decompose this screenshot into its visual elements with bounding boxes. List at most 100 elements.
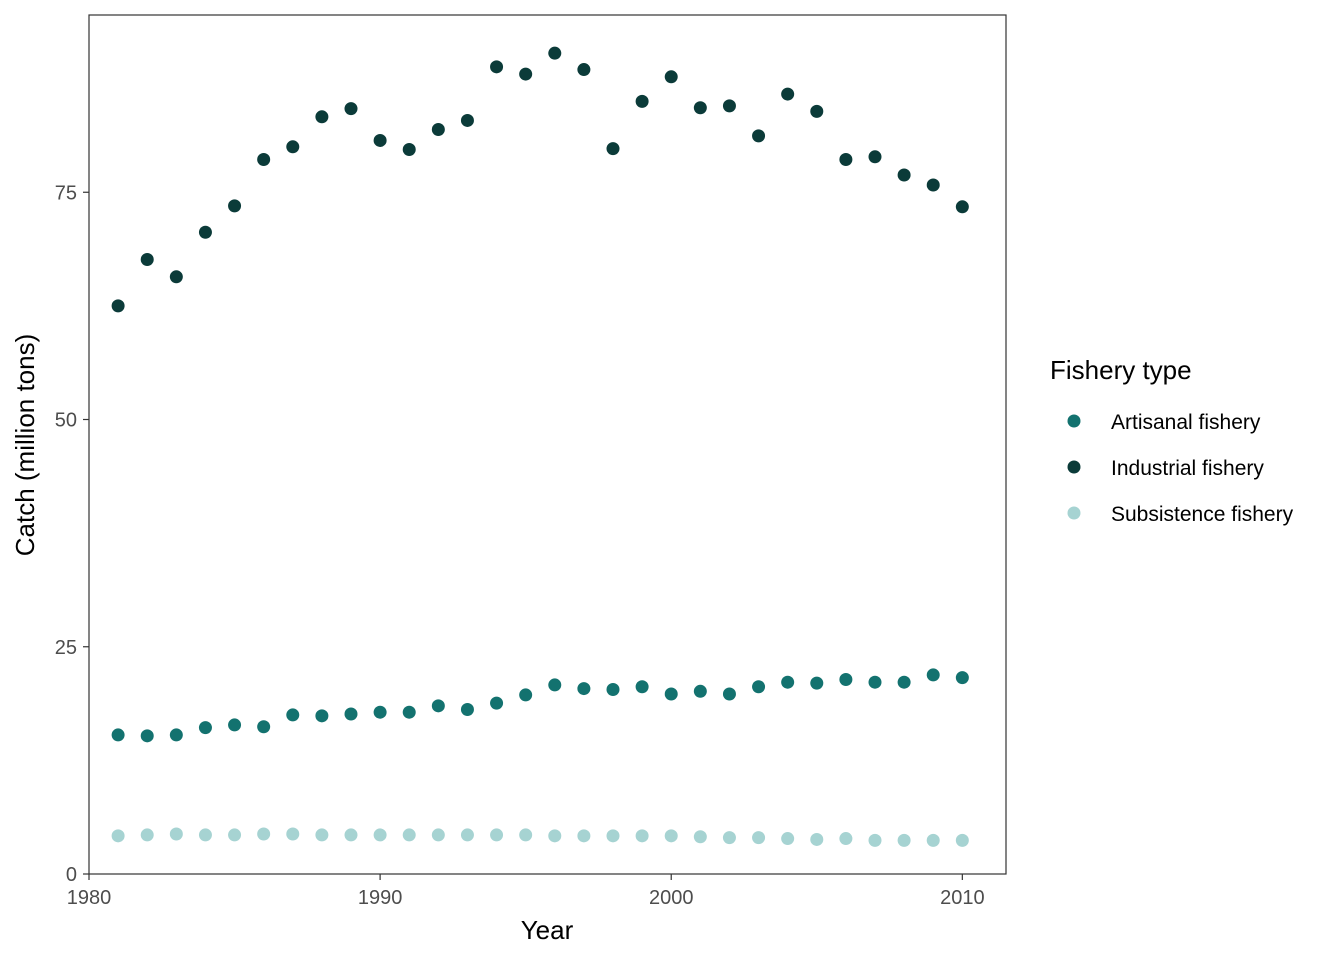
data-point (577, 63, 591, 77)
data-point (519, 67, 533, 81)
data-point (431, 123, 445, 137)
legend-label: Artisanal fishery (1111, 411, 1261, 434)
legend-key (1067, 460, 1081, 474)
data-point (606, 682, 620, 696)
data-point (490, 828, 504, 842)
data-point (722, 831, 736, 845)
data-point (810, 104, 824, 118)
series-artisanal-fishery (111, 668, 969, 743)
data-point (839, 672, 853, 686)
data-point (926, 833, 940, 847)
data-point (752, 831, 766, 845)
data-point (111, 728, 125, 742)
data-point (286, 140, 300, 154)
data-point (839, 832, 853, 846)
data-point (111, 829, 125, 843)
series-subsistence-fishery (111, 827, 969, 847)
data-point (169, 270, 183, 284)
data-point (897, 168, 911, 182)
data-point (606, 829, 620, 843)
data-point (111, 299, 125, 313)
data-point (402, 143, 416, 157)
data-point (548, 46, 562, 60)
data-point (926, 668, 940, 682)
data-point (897, 833, 911, 847)
data-point (606, 142, 620, 156)
data-point (402, 828, 416, 842)
data-point (897, 675, 911, 689)
data-point (781, 832, 795, 846)
data-point (344, 828, 358, 842)
data-point (722, 99, 736, 113)
data-point (257, 153, 271, 167)
legend-title: Fishery type (1050, 355, 1192, 385)
data-point (315, 709, 329, 723)
data-point (198, 225, 212, 239)
y-axis-title: Catch (million tons) (10, 334, 40, 557)
data-point (198, 828, 212, 842)
x-tick-label: 2010 (940, 887, 985, 909)
x-tick-label: 1980 (67, 887, 112, 909)
data-point (373, 133, 387, 147)
data-point (169, 827, 183, 841)
data-point (344, 102, 358, 116)
data-point (955, 200, 969, 214)
data-point (140, 828, 154, 842)
data-point (810, 676, 824, 690)
data-point (839, 153, 853, 167)
data-point (664, 829, 678, 843)
x-tick-label: 1990 (358, 887, 403, 909)
data-point (810, 832, 824, 846)
data-point (577, 829, 591, 843)
data-point (955, 671, 969, 685)
data-point (140, 253, 154, 267)
data-point (140, 729, 154, 743)
data-point (693, 101, 707, 115)
x-tick-label: 2000 (649, 887, 694, 909)
data-point (868, 833, 882, 847)
data-point (926, 178, 940, 192)
legend: Fishery type Artisanal fishery Industrial… (1050, 355, 1294, 526)
data-point (344, 707, 358, 721)
legend-key (1067, 414, 1081, 428)
data-point (257, 720, 271, 734)
data-point (431, 699, 445, 713)
data-point (664, 70, 678, 84)
data-point (664, 687, 678, 701)
data-point (548, 829, 562, 843)
data-point (577, 682, 591, 696)
data-point (693, 684, 707, 698)
y-tick-label: 50 (55, 410, 77, 432)
data-point (635, 680, 649, 694)
data-point (868, 675, 882, 689)
data-points (111, 46, 969, 847)
data-point (519, 828, 533, 842)
data-point (402, 705, 416, 719)
y-tick-label: 25 (55, 637, 77, 659)
data-point (868, 150, 882, 164)
data-point (315, 110, 329, 124)
data-point (373, 705, 387, 719)
y-axis: 0 25 50 75 (55, 182, 89, 886)
data-point (548, 678, 562, 692)
legend-key (1067, 506, 1081, 520)
data-point (635, 94, 649, 108)
data-point (460, 113, 474, 127)
y-tick-label: 75 (55, 182, 77, 204)
data-point (228, 718, 242, 732)
data-point (257, 827, 271, 841)
data-point (781, 87, 795, 101)
data-point (490, 60, 504, 74)
data-point (722, 687, 736, 701)
data-point (198, 721, 212, 735)
data-point (373, 828, 387, 842)
plot-panel (88, 14, 1007, 875)
data-point (228, 828, 242, 842)
x-axis-title: Year (521, 915, 574, 945)
data-point (781, 675, 795, 689)
data-point (169, 728, 183, 742)
data-point (955, 833, 969, 847)
data-point (519, 688, 533, 702)
legend-label: Industrial fishery (1111, 457, 1264, 480)
